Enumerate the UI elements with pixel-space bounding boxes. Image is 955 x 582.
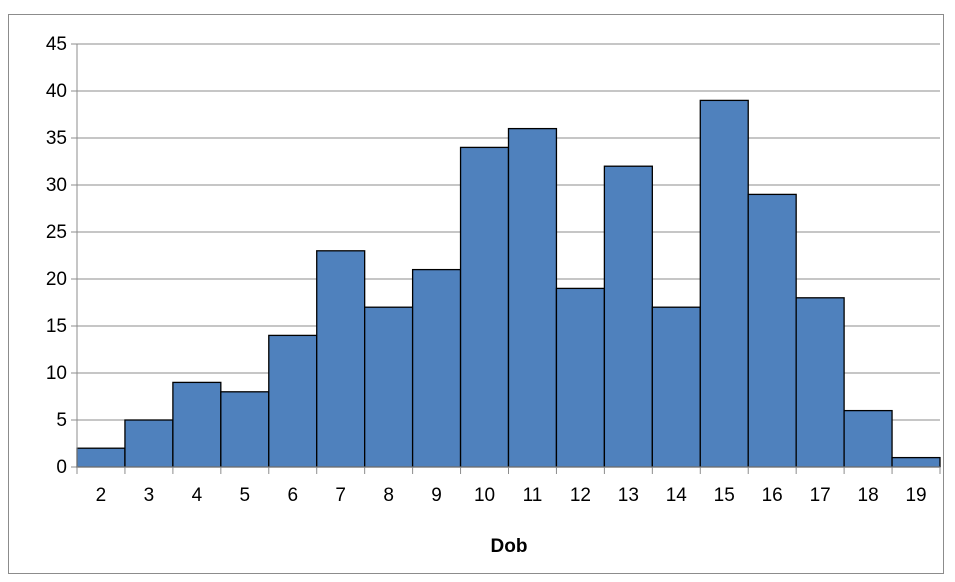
bar-17 xyxy=(795,297,845,468)
x-tick-label: 5 xyxy=(240,485,251,506)
bar-18 xyxy=(843,409,893,468)
bar-4 xyxy=(172,381,222,468)
y-tick-label: 0 xyxy=(56,457,67,478)
bar-13 xyxy=(603,165,653,468)
x-tick-label: 11 xyxy=(523,485,543,506)
x-tick-label: 18 xyxy=(858,485,879,506)
bar-19 xyxy=(891,456,941,468)
x-tick-label: 10 xyxy=(474,485,495,506)
x-tick-label: 8 xyxy=(383,485,394,506)
x-tick-label: 16 xyxy=(762,485,783,506)
y-tick-label: 5 xyxy=(56,410,67,431)
y-tick-label: 25 xyxy=(46,222,67,243)
y-tick-label: 20 xyxy=(46,269,67,290)
x-tick-label: 19 xyxy=(905,485,926,506)
bar-3 xyxy=(124,419,174,468)
bar-14 xyxy=(651,306,701,468)
x-tick-label: 9 xyxy=(431,485,442,506)
bar-2 xyxy=(76,447,126,468)
x-tick-label: 17 xyxy=(810,485,831,506)
x-axis-label: Dob xyxy=(491,536,528,557)
x-tick-label: 4 xyxy=(192,485,203,506)
x-tick-label: 13 xyxy=(618,485,639,506)
bar-12 xyxy=(555,287,606,468)
bar-16 xyxy=(747,193,797,468)
bar-8 xyxy=(364,306,414,468)
x-tick-label: 14 xyxy=(666,485,688,506)
x-tick-label: 15 xyxy=(714,485,735,506)
y-tick-labels: 0 5 10 15 20 25 30 35 40 45 xyxy=(46,34,67,478)
axes xyxy=(76,44,941,474)
bar-11 xyxy=(507,127,558,468)
bar-7 xyxy=(316,250,366,468)
x-tick-labels: 2 3 4 5 6 7 8 9 10 11 12 13 14 15 16 17 18 19 xyxy=(96,485,927,506)
x-tick-label: 12 xyxy=(570,485,591,506)
y-tick-label: 40 xyxy=(46,81,67,102)
bar-10 xyxy=(459,146,510,468)
x-tick-label: 3 xyxy=(144,485,155,506)
y-tick-label: 30 xyxy=(46,175,67,196)
bars xyxy=(76,99,941,468)
bar-9 xyxy=(411,268,462,468)
y-tick-label: 15 xyxy=(46,316,67,337)
y-tick-label: 10 xyxy=(46,363,67,384)
x-tick-label: 2 xyxy=(96,485,107,506)
x-tick-label: 6 xyxy=(287,485,298,506)
x-tick-label: 7 xyxy=(335,485,346,506)
bar-15 xyxy=(699,99,749,468)
y-tick-label: 45 xyxy=(46,34,67,55)
bar-5 xyxy=(220,391,270,468)
y-tick-label: 35 xyxy=(46,128,67,149)
bar-6 xyxy=(268,334,318,468)
